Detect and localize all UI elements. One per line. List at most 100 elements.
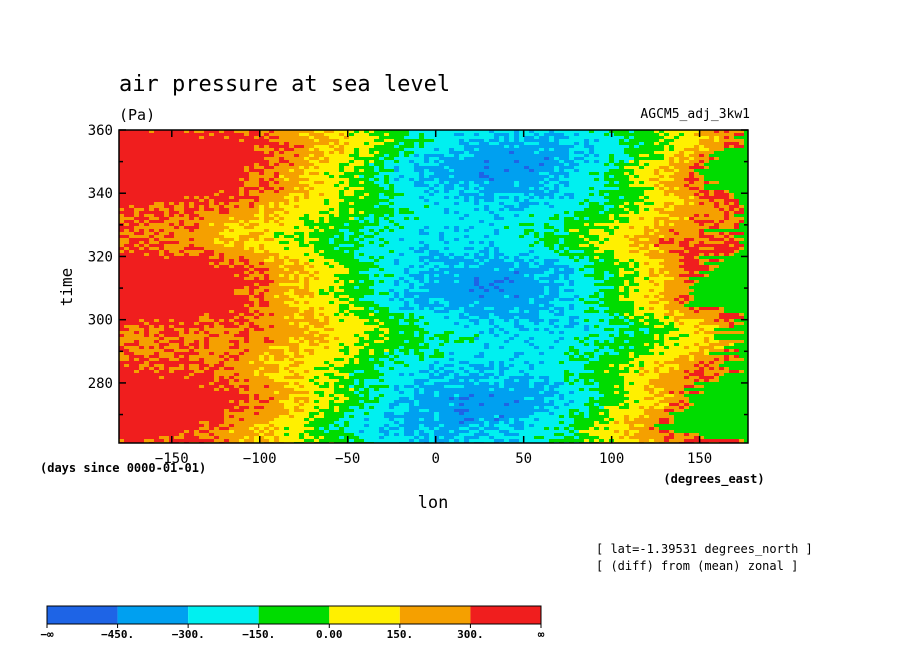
- field-cell: [194, 205, 199, 208]
- field-cell: [494, 325, 499, 328]
- field-cell: [579, 202, 584, 205]
- field-cell: [574, 280, 604, 283]
- field-cell: [599, 298, 619, 301]
- field-cell: [319, 382, 324, 385]
- field-cell: [689, 172, 694, 175]
- field-cell: [294, 400, 299, 403]
- field-cell: [234, 289, 249, 292]
- field-cell: [669, 421, 674, 424]
- field-cell: [159, 358, 169, 361]
- field-cell: [514, 259, 524, 262]
- field-cell: [369, 307, 374, 310]
- field-cell: [289, 193, 304, 196]
- field-cell: [224, 409, 229, 412]
- field-cell: [569, 424, 594, 427]
- field-cell: [519, 184, 544, 187]
- field-cell: [464, 418, 474, 421]
- field-cell: [334, 409, 339, 412]
- field-cell: [649, 343, 654, 346]
- field-cell: [324, 316, 329, 319]
- field-cell: [659, 403, 669, 406]
- field-cell: [599, 310, 604, 313]
- field-cell: [424, 181, 439, 184]
- field-cell: [349, 208, 354, 211]
- field-cell: [164, 220, 179, 223]
- field-cell: [404, 238, 439, 241]
- field-cell: [389, 349, 394, 352]
- field-cell: [684, 268, 709, 271]
- field-cell: [384, 238, 399, 241]
- field-cell: [484, 247, 489, 250]
- field-cell: [539, 148, 544, 151]
- field-cell: [164, 250, 169, 253]
- field-cell: [544, 406, 554, 409]
- field-cell: [499, 196, 509, 199]
- field-cell: [354, 232, 364, 235]
- field-cell: [314, 313, 319, 316]
- field-cell: [534, 229, 554, 232]
- field-cell: [304, 424, 329, 427]
- field-cell: [249, 169, 264, 172]
- field-cell: [324, 217, 329, 220]
- field-cell: [479, 259, 484, 262]
- field-cell: [194, 130, 204, 133]
- field-cell: [259, 358, 264, 361]
- field-cell: [499, 385, 504, 388]
- field-cell: [479, 424, 484, 427]
- field-cell: [259, 313, 264, 316]
- field-cell: [559, 160, 564, 163]
- field-cell: [309, 328, 324, 331]
- field-cell: [234, 259, 239, 262]
- field-cell: [619, 214, 669, 217]
- field-cell: [264, 262, 284, 265]
- field-cell: [119, 196, 184, 199]
- field-cell: [654, 343, 659, 346]
- field-cell: [589, 400, 624, 403]
- field-cell: [399, 427, 404, 430]
- field-cell: [509, 418, 514, 421]
- field-cell: [419, 271, 444, 274]
- field-cell: [304, 220, 314, 223]
- field-cell: [234, 373, 239, 376]
- field-cell: [374, 160, 384, 163]
- field-cell: [434, 430, 449, 433]
- field-cell: [449, 310, 464, 313]
- field-cell: [139, 229, 144, 232]
- field-cell: [449, 181, 459, 184]
- field-cell: [344, 151, 354, 154]
- field-cell: [244, 418, 274, 421]
- field-cell: [634, 433, 669, 436]
- field-cell: [649, 247, 659, 250]
- field-cell: [119, 262, 209, 265]
- field-cell: [424, 328, 489, 331]
- field-cell: [424, 226, 429, 229]
- field-cell: [159, 229, 164, 232]
- field-cell: [674, 178, 684, 181]
- field-cell: [389, 337, 424, 340]
- field-cell: [614, 133, 659, 136]
- field-cell: [629, 262, 634, 265]
- field-cell: [649, 379, 694, 382]
- field-cell: [589, 379, 594, 382]
- field-cell: [394, 355, 399, 358]
- field-cell: [309, 178, 349, 181]
- field-cell: [674, 205, 714, 208]
- field-cell: [659, 430, 669, 433]
- field-cell: [119, 190, 219, 193]
- field-cell: [244, 220, 249, 223]
- field-cell: [129, 205, 134, 208]
- info-line-diff: [ (diff) from (mean) zonal ]: [596, 559, 798, 573]
- field-cell: [299, 400, 304, 403]
- field-cell: [159, 355, 174, 358]
- field-cell: [374, 220, 379, 223]
- field-cell: [459, 421, 464, 424]
- field-cell: [129, 223, 139, 226]
- field-cell: [579, 298, 584, 301]
- field-cell: [384, 166, 394, 169]
- field-cell: [244, 187, 259, 190]
- field-cell: [424, 133, 454, 136]
- field-cell: [599, 397, 629, 400]
- field-cell: [534, 343, 584, 346]
- field-cell: [449, 196, 454, 199]
- field-cell: [694, 133, 734, 136]
